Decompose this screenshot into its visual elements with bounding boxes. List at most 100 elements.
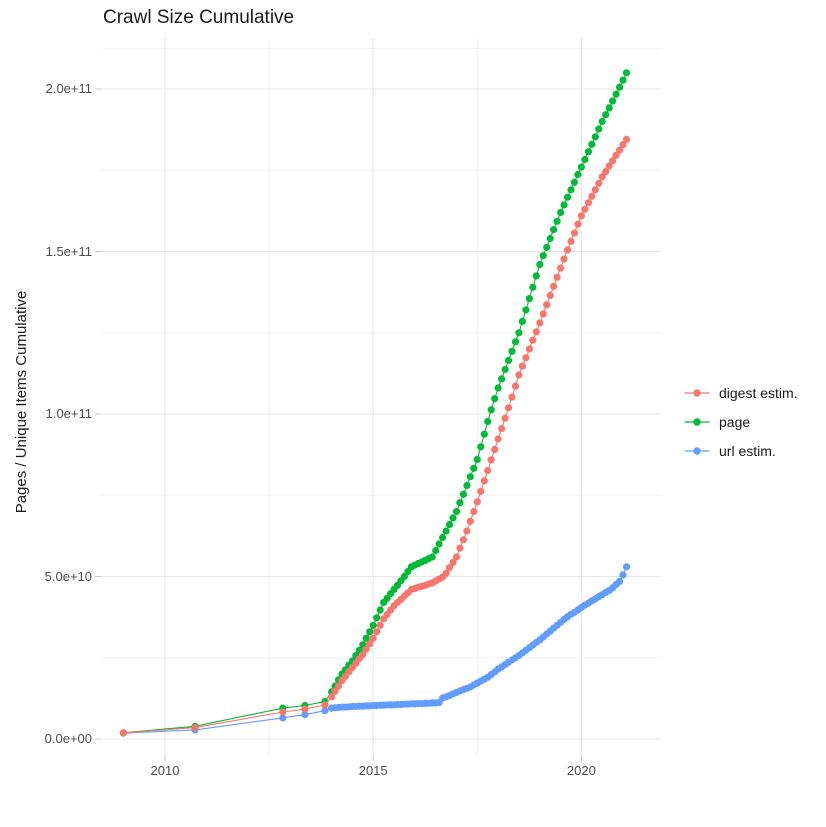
data-point <box>459 490 467 498</box>
data-point <box>498 375 506 383</box>
data-point <box>445 564 454 572</box>
data-point <box>487 406 495 414</box>
data-point <box>466 517 474 525</box>
series-digest-estim <box>119 135 631 737</box>
data-point <box>543 301 551 309</box>
data-point <box>449 558 457 567</box>
data-point <box>470 464 478 472</box>
data-point <box>439 533 447 542</box>
legend-label: digest estim. <box>719 384 798 401</box>
y-tick-label: 5.0e+10 <box>44 568 92 584</box>
data-point <box>536 260 544 269</box>
data-point <box>452 507 461 516</box>
data-point <box>511 338 520 346</box>
data-point <box>432 546 440 555</box>
data-point <box>515 329 523 337</box>
data-point <box>622 69 631 77</box>
data-point <box>504 404 513 412</box>
data-point <box>301 705 309 713</box>
data-point <box>563 246 572 254</box>
data-point <box>605 162 613 170</box>
data-point <box>494 435 502 443</box>
data-point <box>612 90 620 98</box>
data-point <box>584 199 593 207</box>
data-point <box>602 168 610 176</box>
data-point <box>442 527 450 535</box>
data-point <box>369 634 377 642</box>
data-point <box>515 371 523 379</box>
data-point <box>328 693 336 701</box>
legend-key-icon <box>684 446 710 455</box>
data-point <box>477 443 485 451</box>
data-point <box>574 170 582 179</box>
y-tick-label: 2.0e+11 <box>45 81 92 96</box>
data-point <box>591 133 599 141</box>
x-tick-label: 2010 <box>150 763 180 778</box>
data-point <box>619 76 627 84</box>
data-point <box>321 707 329 715</box>
data-point <box>588 140 596 148</box>
data-point <box>494 384 502 392</box>
data-point <box>532 328 540 336</box>
y-tick-label: 1.5e+11 <box>45 243 92 259</box>
data-point <box>619 141 627 149</box>
data-point <box>191 724 199 732</box>
data-point <box>616 83 624 91</box>
data-point <box>546 291 554 299</box>
data-point <box>359 650 367 659</box>
data-point <box>616 577 624 586</box>
data-point <box>581 205 589 213</box>
data-point <box>605 104 613 112</box>
data-point <box>491 445 499 453</box>
data-point <box>598 117 606 126</box>
data-point <box>595 125 603 133</box>
data-point <box>466 473 474 481</box>
data-point <box>584 148 593 156</box>
data-point <box>598 173 606 181</box>
legend-item: url estim. <box>684 436 798 465</box>
data-point <box>473 498 481 506</box>
legend-key-dot <box>693 446 701 455</box>
data-point <box>518 317 527 325</box>
data-point <box>602 111 610 119</box>
x-tick-label: 2020 <box>566 763 596 778</box>
y-tick-label: 0.0e+00 <box>44 731 92 746</box>
y-tick-label: 1.0e+11 <box>45 406 92 421</box>
data-point <box>463 527 471 535</box>
data-point <box>321 701 329 709</box>
data-point <box>487 456 495 464</box>
data-point <box>563 193 572 201</box>
data-point <box>366 628 374 636</box>
data-point <box>373 628 381 636</box>
data-point <box>373 614 381 622</box>
legend-item: page <box>684 407 798 436</box>
data-point <box>553 217 561 225</box>
data-point <box>498 425 506 433</box>
data-point <box>470 507 478 516</box>
data-point <box>301 711 309 719</box>
data-point <box>525 345 534 353</box>
data-point <box>567 237 575 245</box>
data-point <box>480 430 488 438</box>
data-point <box>334 682 343 690</box>
data-point <box>491 395 499 403</box>
legend-key-icon <box>684 417 710 426</box>
data-point <box>525 295 534 303</box>
data-point <box>477 487 485 495</box>
data-point <box>508 393 516 401</box>
legend-label: url estim. <box>719 442 776 459</box>
data-point <box>532 272 540 280</box>
data-point <box>557 208 565 217</box>
data-point <box>449 514 457 522</box>
data-point <box>459 536 467 544</box>
data-point <box>428 553 436 561</box>
data-point <box>518 362 527 370</box>
data-point <box>609 97 617 105</box>
data-point <box>609 157 617 165</box>
data-point <box>543 243 551 251</box>
data-point <box>504 356 513 364</box>
data-point <box>119 729 127 737</box>
chart-title: Crawl Size Cumulative <box>103 7 295 28</box>
